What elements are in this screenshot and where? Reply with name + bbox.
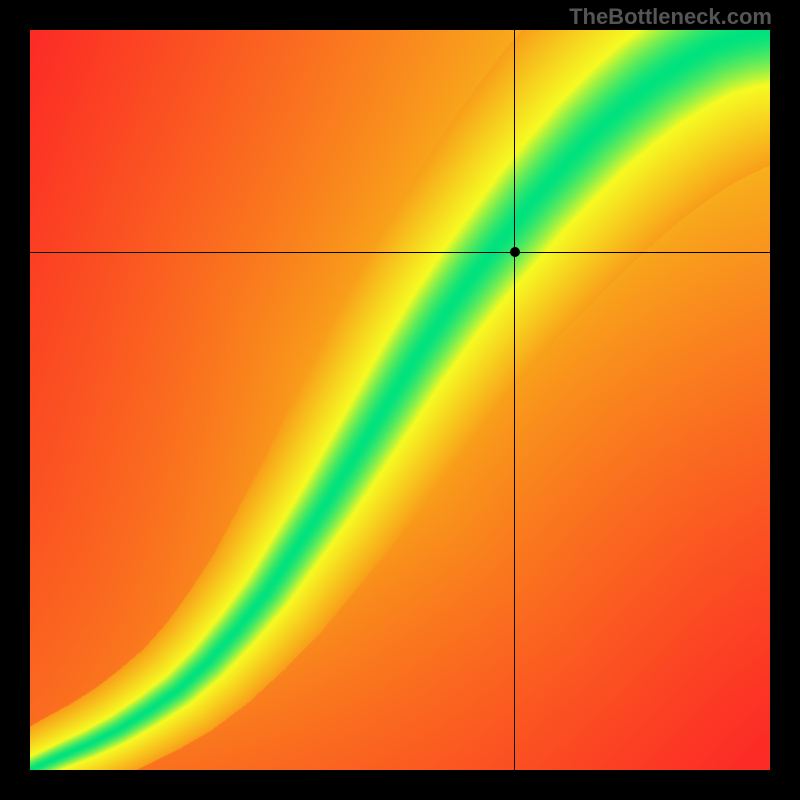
heatmap-canvas — [30, 30, 770, 770]
watermark-text: TheBottleneck.com — [569, 4, 772, 30]
crosshair-marker — [510, 247, 520, 257]
crosshair-horizontal — [30, 252, 770, 253]
crosshair-vertical — [514, 30, 515, 770]
chart-container: TheBottleneck.com — [0, 0, 800, 800]
